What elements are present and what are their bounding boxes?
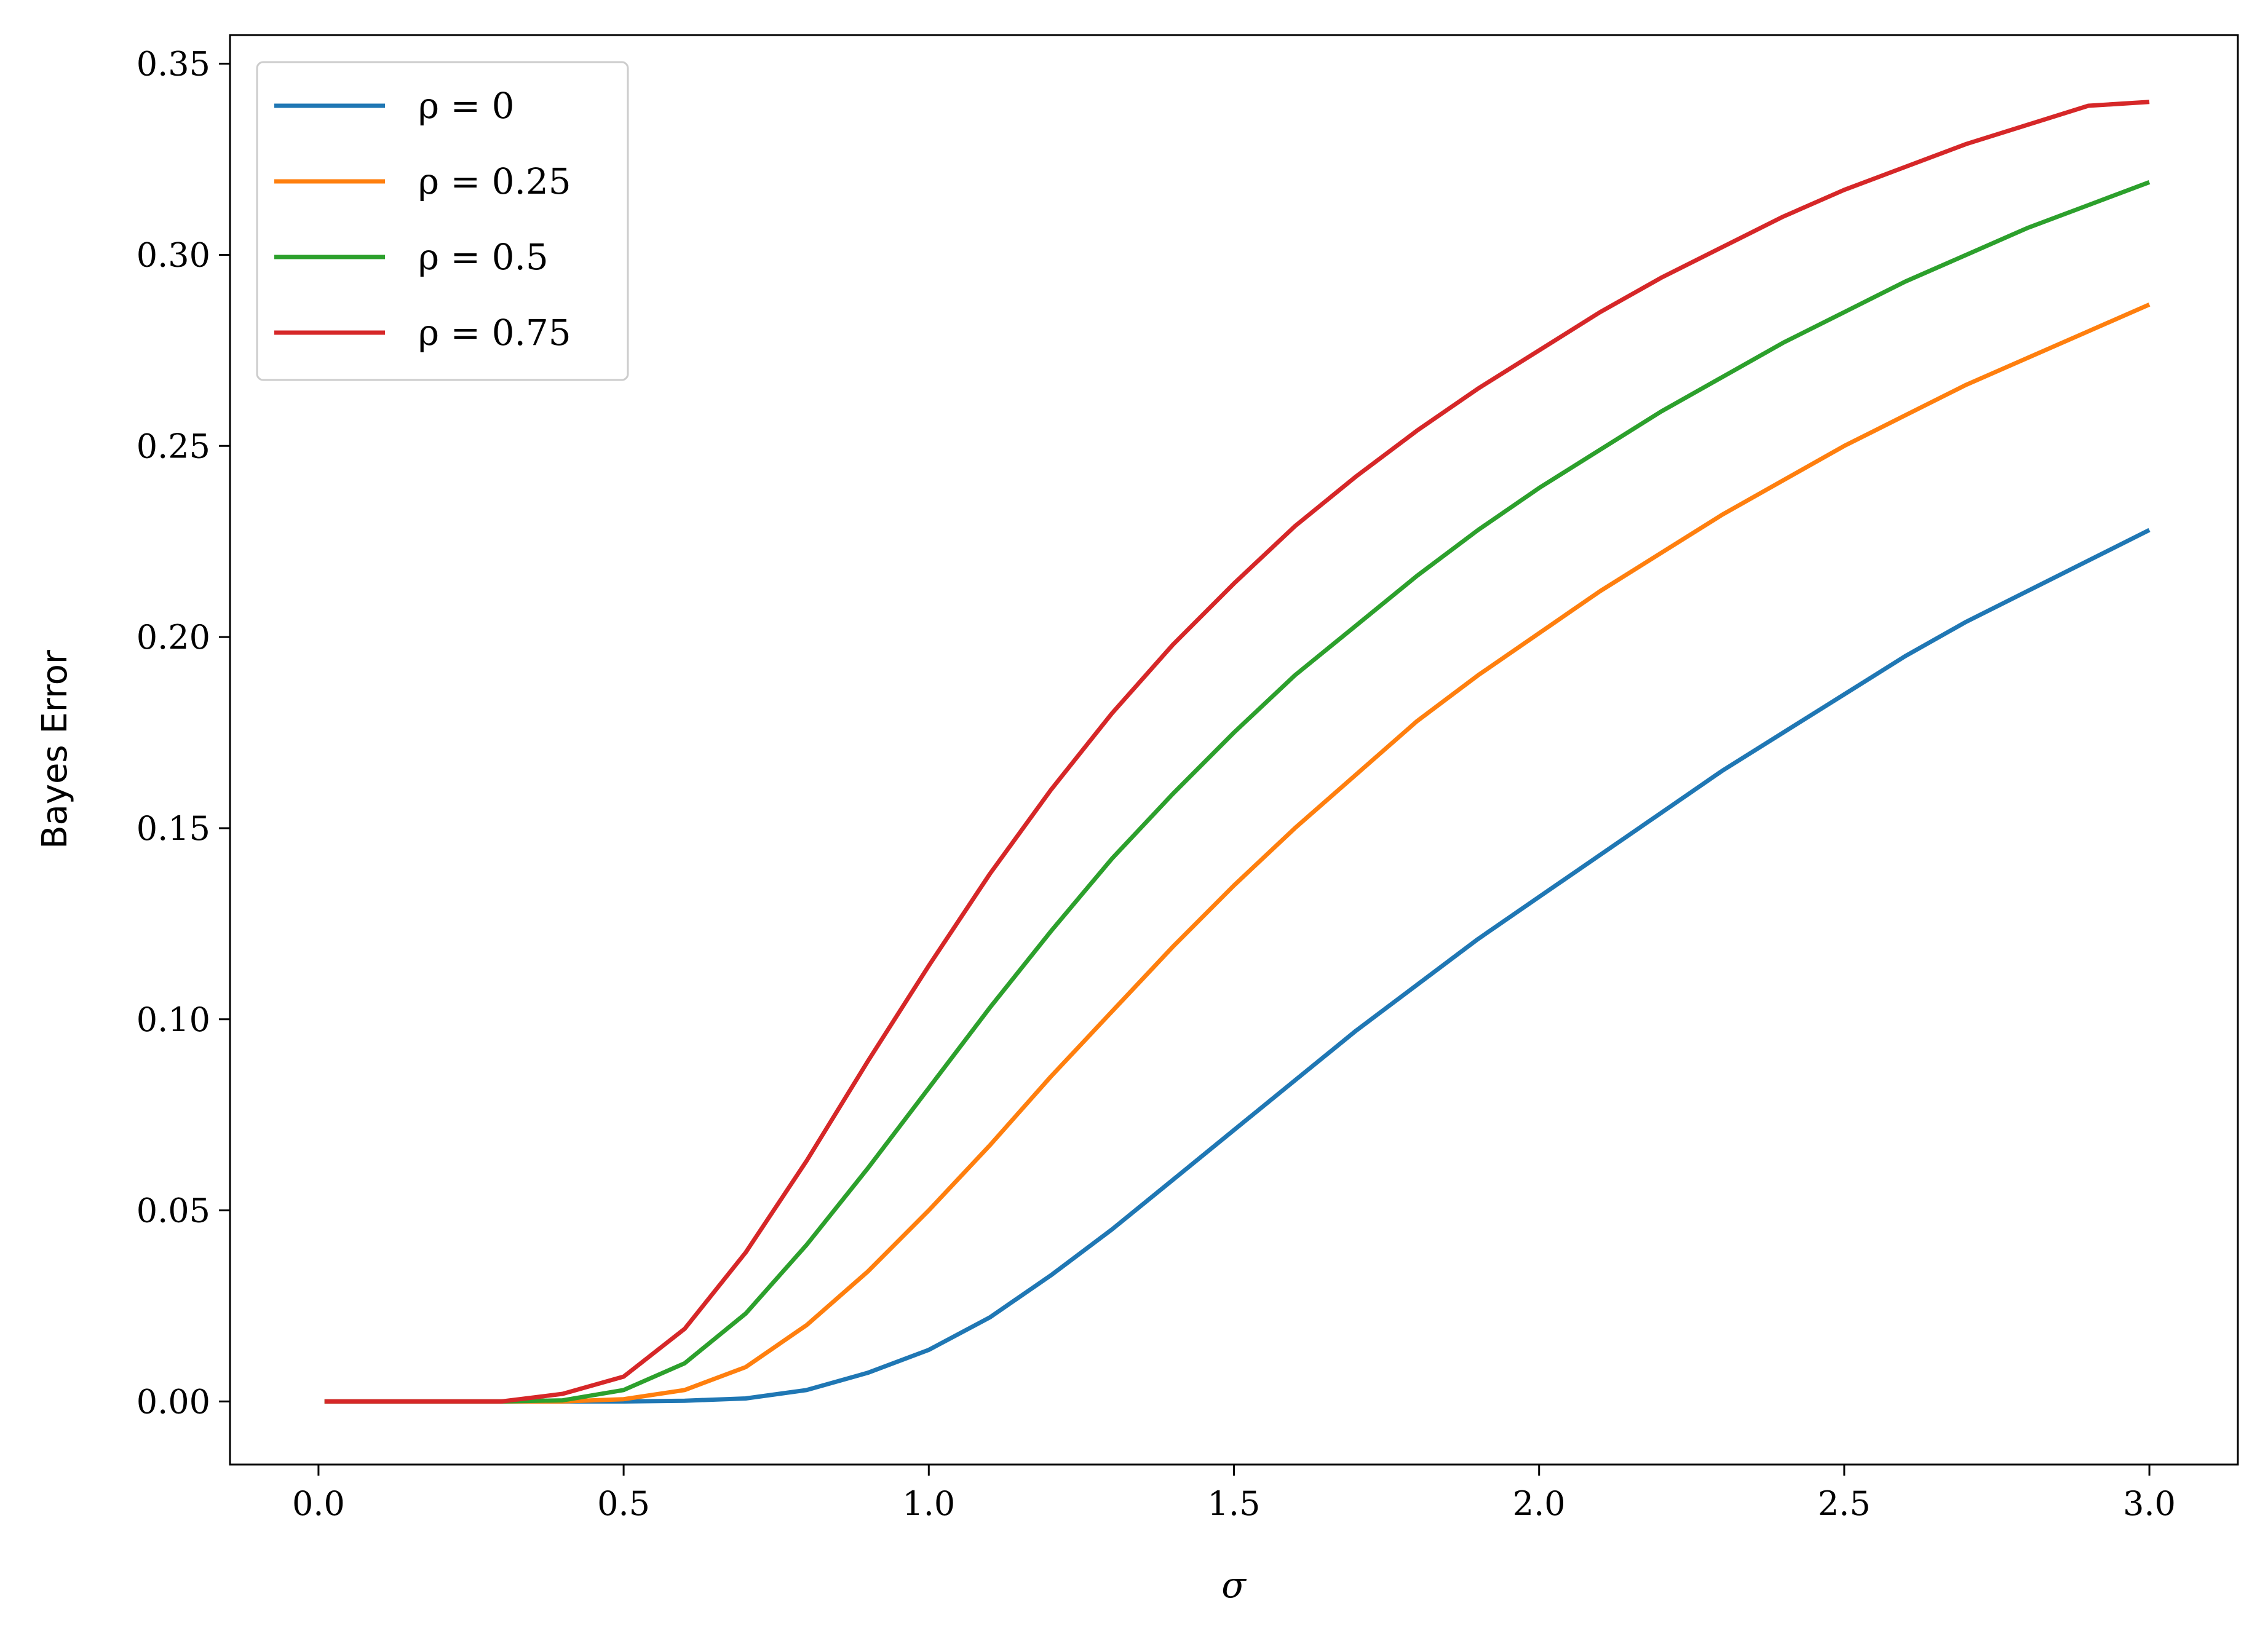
y-tick-label: 0.35 [137,45,210,84]
y-tick-label: 0.15 [137,809,210,848]
y-tick-label: 0.25 [137,427,210,465]
legend-label-0: ρ = 0 [418,85,514,127]
x-tick-label: 1.5 [1208,1484,1261,1523]
y-tick-label: 0.05 [137,1192,210,1230]
x-tick-label: 0.0 [292,1484,345,1523]
x-tick-label: 1.0 [902,1484,955,1523]
x-axis-label: σ [1221,1564,1247,1606]
series-line-2 [324,180,2151,1404]
y-tick-label: 0.30 [137,235,210,274]
x-axis-ticks: 0.0 0.5 1.0 1.5 2.0 2.5 3.0 [292,1465,2176,1523]
series-layer [324,100,2151,1404]
series-line-1 [324,302,2151,1404]
legend-label-2: ρ = 0.5 [418,236,549,278]
y-tick-label: 0.10 [137,1000,210,1039]
legend-label-1: ρ = 0.25 [418,160,571,202]
legend-box [256,61,629,381]
series-line-3 [324,100,2150,1404]
legend-label-3: ρ = 0.75 [418,312,571,354]
x-tick-label: 3.0 [2123,1484,2176,1523]
y-axis-ticks: 0.00 0.05 0.10 0.15 0.20 0.25 0.30 0.35 [137,45,230,1421]
series-line-0 [324,528,2151,1404]
y-tick-label: 0.20 [137,618,210,657]
y-tick-label: 0.00 [137,1382,210,1421]
x-tick-label: 0.5 [597,1484,650,1523]
legend: ρ = 0 ρ = 0.25 ρ = 0.5 ρ = 0.75 [256,61,629,381]
x-tick-label: 2.0 [1513,1484,1566,1523]
y-axis-label: Bayes Error [35,649,75,849]
x-tick-label: 2.5 [1818,1484,1871,1523]
